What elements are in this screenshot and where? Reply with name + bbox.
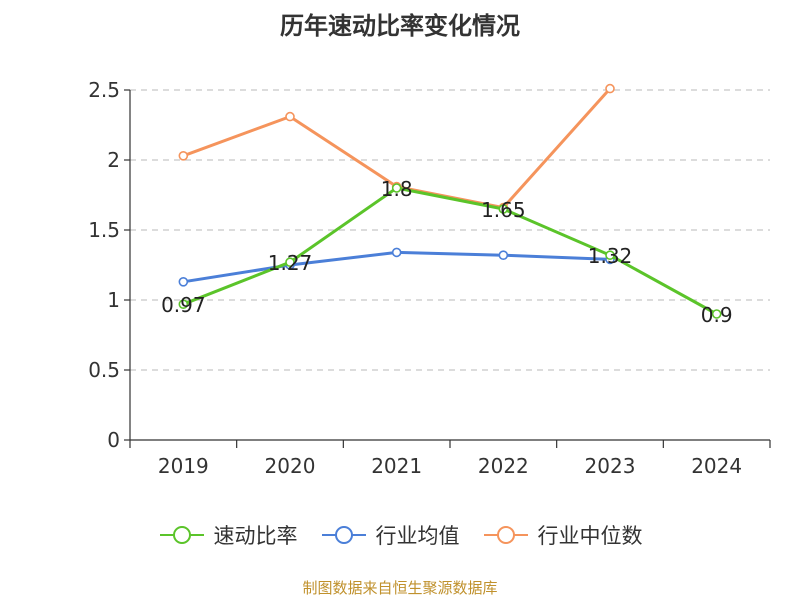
legend-marker-icon [159,526,204,544]
data-label: 1.65 [481,198,526,222]
legend-label: 行业中位数 [537,524,643,548]
y-tick-label: 0 [107,428,120,452]
legend-label: 速动比率 [213,524,298,548]
data-point [391,247,402,258]
data-label: 1.27 [268,251,313,275]
x-tick-label: 2022 [478,454,529,478]
data-point [178,151,189,161]
legend-item-industry-mean[interactable]: 行业均值 [320,520,460,550]
x-tick-label: 2021 [371,454,422,478]
data-label: 0.9 [701,303,733,327]
data-point [711,309,722,319]
chart-title: 历年速动比率变化情况 [280,12,520,40]
data-point [178,276,189,287]
legend-marker-icon [483,526,528,544]
x-tick-label: 2024 [691,454,742,478]
legend-item-industry-median[interactable]: 行业中位数 [482,520,643,550]
series-line [182,186,718,316]
data-point [285,111,295,122]
x-tick-label: 2019 [158,454,209,478]
data-point [391,183,402,193]
data-label: 1.8 [381,177,413,201]
y-tick-label: 2 [107,148,120,172]
source-note: 制图数据来自恒生聚源数据库 [302,579,498,597]
x-tick-label: 2020 [265,454,316,478]
data-point [605,83,615,94]
data-point [285,257,295,268]
legend-item-quick-ratio[interactable]: 速动比率 [158,520,298,550]
data-point [178,299,189,310]
legend-label: 行业均值 [375,524,460,548]
data-point [498,250,509,260]
y-tick-label: 1.5 [88,218,120,242]
y-tick-label: 2.5 [88,78,120,102]
legend: 速动比率 行业均值 行业中位数 [0,520,800,550]
y-tick-label: 0.5 [88,358,120,382]
y-tick-label: 1 [107,288,120,312]
x-tick-label: 2023 [585,454,636,478]
data-label: 0.97 [161,293,206,317]
data-point [605,250,615,260]
data-point [498,204,509,214]
legend-marker-icon [321,526,366,544]
data-label: 1.32 [588,244,633,268]
